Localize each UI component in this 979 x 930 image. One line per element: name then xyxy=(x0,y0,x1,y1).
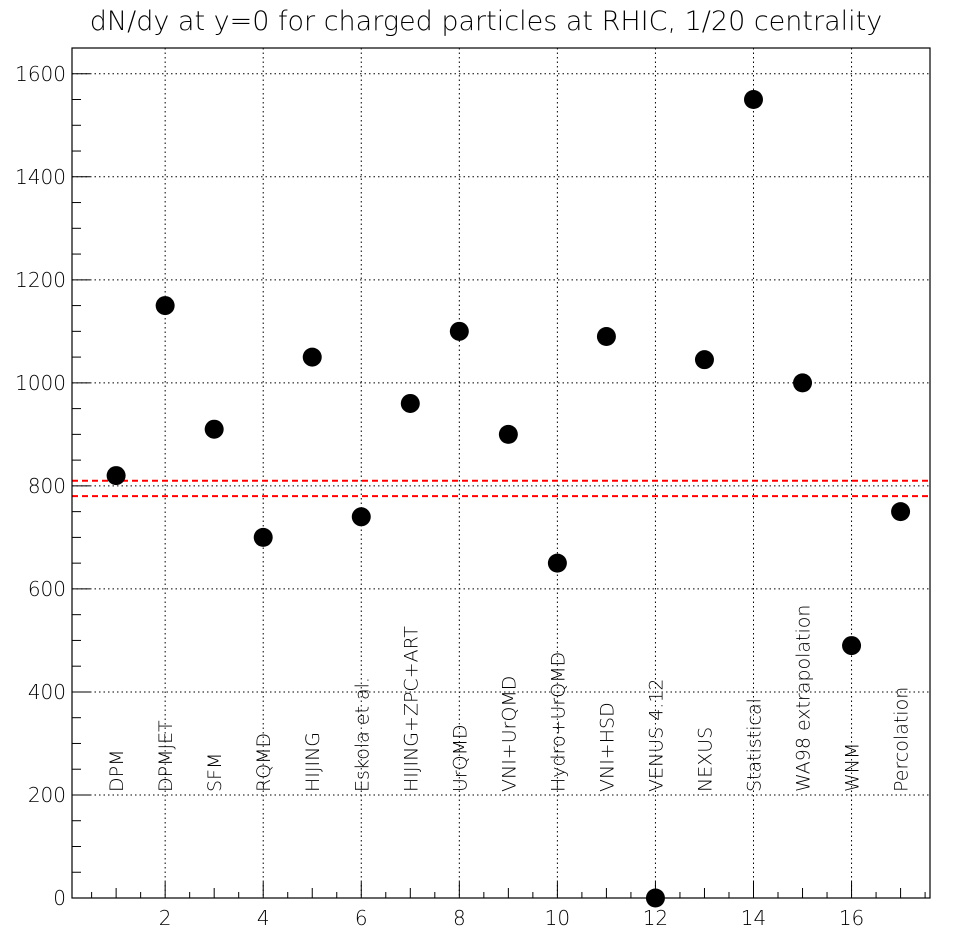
point-label: Hydro+UrQMD xyxy=(547,652,569,792)
y-tick-label: 1600 xyxy=(15,62,66,86)
grid xyxy=(72,48,930,898)
data-point xyxy=(694,350,714,370)
data-point xyxy=(842,636,862,656)
data-point xyxy=(596,326,616,346)
point-label: VNI+HSD xyxy=(596,702,618,792)
point-label: Eskola et al. xyxy=(351,677,373,792)
y-tick-label: 800 xyxy=(28,474,66,498)
x-tick-label: 4 xyxy=(257,906,270,930)
data-point xyxy=(743,90,763,110)
point-label: RQMD xyxy=(253,733,275,792)
data-point xyxy=(204,419,224,439)
y-tick-label: 1200 xyxy=(15,268,66,292)
axes: 2 4 6 8 10 12 14 16 0 200 400 600 800 1000 1200 1400 160… xyxy=(15,47,931,930)
y-tick-label: 200 xyxy=(28,783,66,807)
data-point xyxy=(400,393,420,413)
data-point xyxy=(498,424,518,444)
x-tick-label: 2 xyxy=(159,906,172,930)
data-points xyxy=(106,90,911,908)
data-point xyxy=(547,553,567,573)
data-point xyxy=(645,888,665,908)
data-point xyxy=(253,527,273,547)
y-tick-label: 0 xyxy=(53,886,66,910)
data-point xyxy=(351,507,371,527)
y-tick-label: 1400 xyxy=(15,165,66,189)
point-label: Percolation xyxy=(891,687,913,792)
data-point xyxy=(449,321,469,341)
point-label: VNI+UrQMD xyxy=(498,676,520,792)
y-tick-label: 600 xyxy=(28,577,66,601)
point-label: Statistical xyxy=(743,698,765,792)
data-point xyxy=(106,466,126,486)
point-label: WNM xyxy=(842,743,864,792)
data-point xyxy=(891,502,911,522)
x-tick-label: 12 xyxy=(643,906,668,930)
point-label: HIJING+ZPC+ART xyxy=(400,626,422,792)
chart-title: dN/dy at y=0 for charged particles at RH… xyxy=(90,6,882,37)
point-label: SFM xyxy=(204,753,226,792)
point-label: NEXUS xyxy=(694,727,716,792)
x-tick-label: 10 xyxy=(545,906,570,930)
plot-frame xyxy=(71,47,931,899)
data-point xyxy=(793,373,813,393)
point-label: UrQMD xyxy=(449,724,471,792)
x-tick-label: 8 xyxy=(453,906,466,930)
data-point xyxy=(302,347,322,367)
point-label: DPM xyxy=(106,750,128,792)
y-tick-label: 1000 xyxy=(15,371,66,395)
y-tick-label: 400 xyxy=(28,680,66,704)
x-tick-label: 16 xyxy=(839,906,864,930)
point-label: VENUS 4.12 xyxy=(645,678,667,792)
point-label: WA98 extrapolation xyxy=(793,605,815,792)
x-tick-label: 14 xyxy=(741,906,766,930)
reference-lines xyxy=(72,479,930,498)
x-tick-label: 6 xyxy=(355,906,368,930)
point-label: DPMJET xyxy=(155,720,177,792)
category-labels: DPM DPMJET SFM RQMD HIJING Eskola et al. HIJIN… xyxy=(106,605,912,792)
point-label: HIJING xyxy=(302,732,324,792)
data-point xyxy=(155,296,175,316)
